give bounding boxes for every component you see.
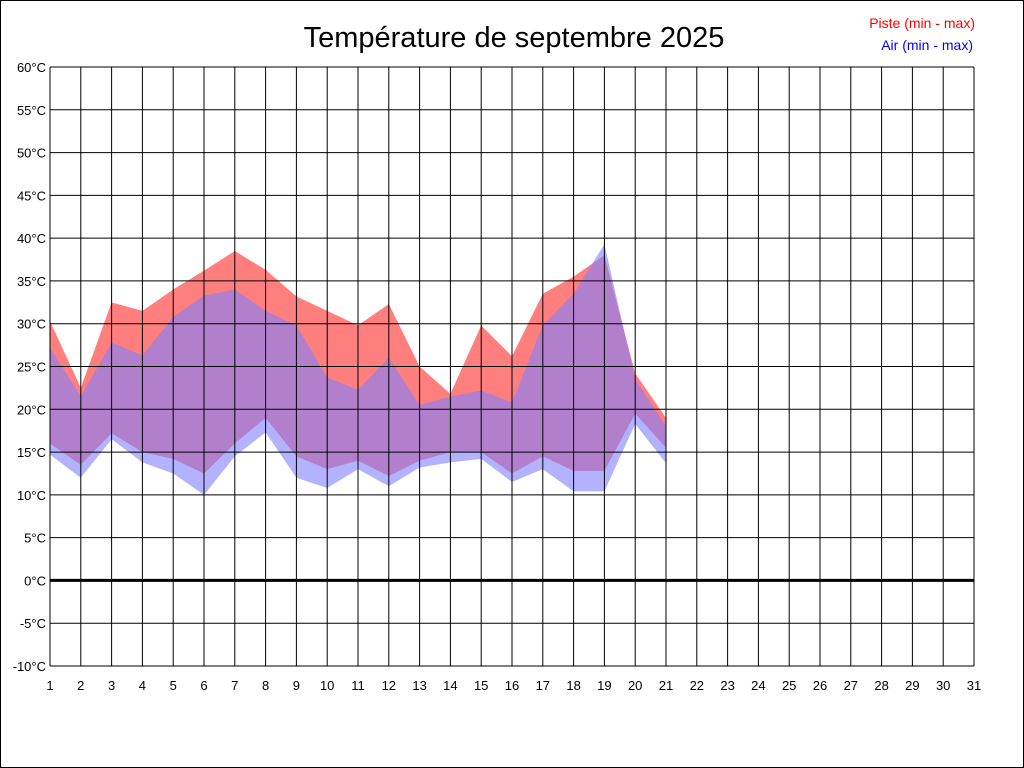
y-tick-label: 40°C xyxy=(17,231,46,246)
x-tick-label: 25 xyxy=(782,678,796,693)
y-tick-label: -5°C xyxy=(20,616,46,631)
y-tick-label: 15°C xyxy=(17,445,46,460)
x-tick-label: 26 xyxy=(813,678,827,693)
x-tick-label: 6 xyxy=(200,678,207,693)
y-tick-label: 10°C xyxy=(17,488,46,503)
y-tick-label: 30°C xyxy=(17,317,46,332)
x-tick-label: 29 xyxy=(905,678,919,693)
x-tick-label: 1 xyxy=(46,678,53,693)
x-tick-label: 18 xyxy=(566,678,580,693)
x-tick-label: 22 xyxy=(690,678,704,693)
chart-title: Température de septembre 2025 xyxy=(304,22,725,54)
y-tick-label: -10°C xyxy=(13,659,46,674)
x-tick-label: 27 xyxy=(844,678,858,693)
y-tick-label: 55°C xyxy=(17,103,46,118)
x-tick-label: 15 xyxy=(474,678,488,693)
x-tick-label: 19 xyxy=(597,678,611,693)
y-tick-label: 5°C xyxy=(24,531,46,546)
x-tick-label: 3 xyxy=(108,678,115,693)
x-tick-label: 2 xyxy=(77,678,84,693)
y-tick-label: 25°C xyxy=(17,360,46,375)
x-tick-label: 13 xyxy=(412,678,426,693)
x-tick-label: 8 xyxy=(262,678,269,693)
x-tick-label: 28 xyxy=(874,678,888,693)
x-tick-label: 30 xyxy=(936,678,950,693)
x-tick-label: 5 xyxy=(170,678,177,693)
y-tick-label: 35°C xyxy=(17,274,46,289)
y-axis-ticks: -10°C -5°C 0°C 5°C 10°C 15°C 20°C 25°C 30°C 35°C 4… xyxy=(13,60,46,674)
y-tick-label: 20°C xyxy=(17,402,46,417)
y-tick-label: 60°C xyxy=(17,60,46,75)
x-tick-label: 10 xyxy=(320,678,334,693)
x-tick-label: 21 xyxy=(659,678,673,693)
legend-piste: Piste (min - max) xyxy=(869,15,975,31)
x-tick-label: 12 xyxy=(382,678,396,693)
chart-grid xyxy=(49,66,975,667)
x-tick-label: 7 xyxy=(231,678,238,693)
y-tick-label: 45°C xyxy=(17,188,46,203)
x-tick-label: 31 xyxy=(967,678,981,693)
legend-air: Air (min - max) xyxy=(881,37,973,53)
y-tick-label: 0°C xyxy=(24,573,46,588)
x-tick-label: 4 xyxy=(139,678,146,693)
x-tick-label: 17 xyxy=(536,678,550,693)
y-tick-label: 50°C xyxy=(17,146,46,161)
x-tick-label: 9 xyxy=(293,678,300,693)
x-tick-label: 23 xyxy=(720,678,734,693)
x-tick-label: 16 xyxy=(505,678,519,693)
x-tick-label: 11 xyxy=(351,678,365,693)
x-axis-ticks: 1 2 3 4 5 6 7 8 9 10 11 12 13 14 15 16 17 18 19 20 21 22 23 24 2… xyxy=(46,678,981,693)
x-tick-label: 14 xyxy=(443,678,457,693)
x-tick-label: 24 xyxy=(751,678,765,693)
x-tick-label: 20 xyxy=(628,678,642,693)
